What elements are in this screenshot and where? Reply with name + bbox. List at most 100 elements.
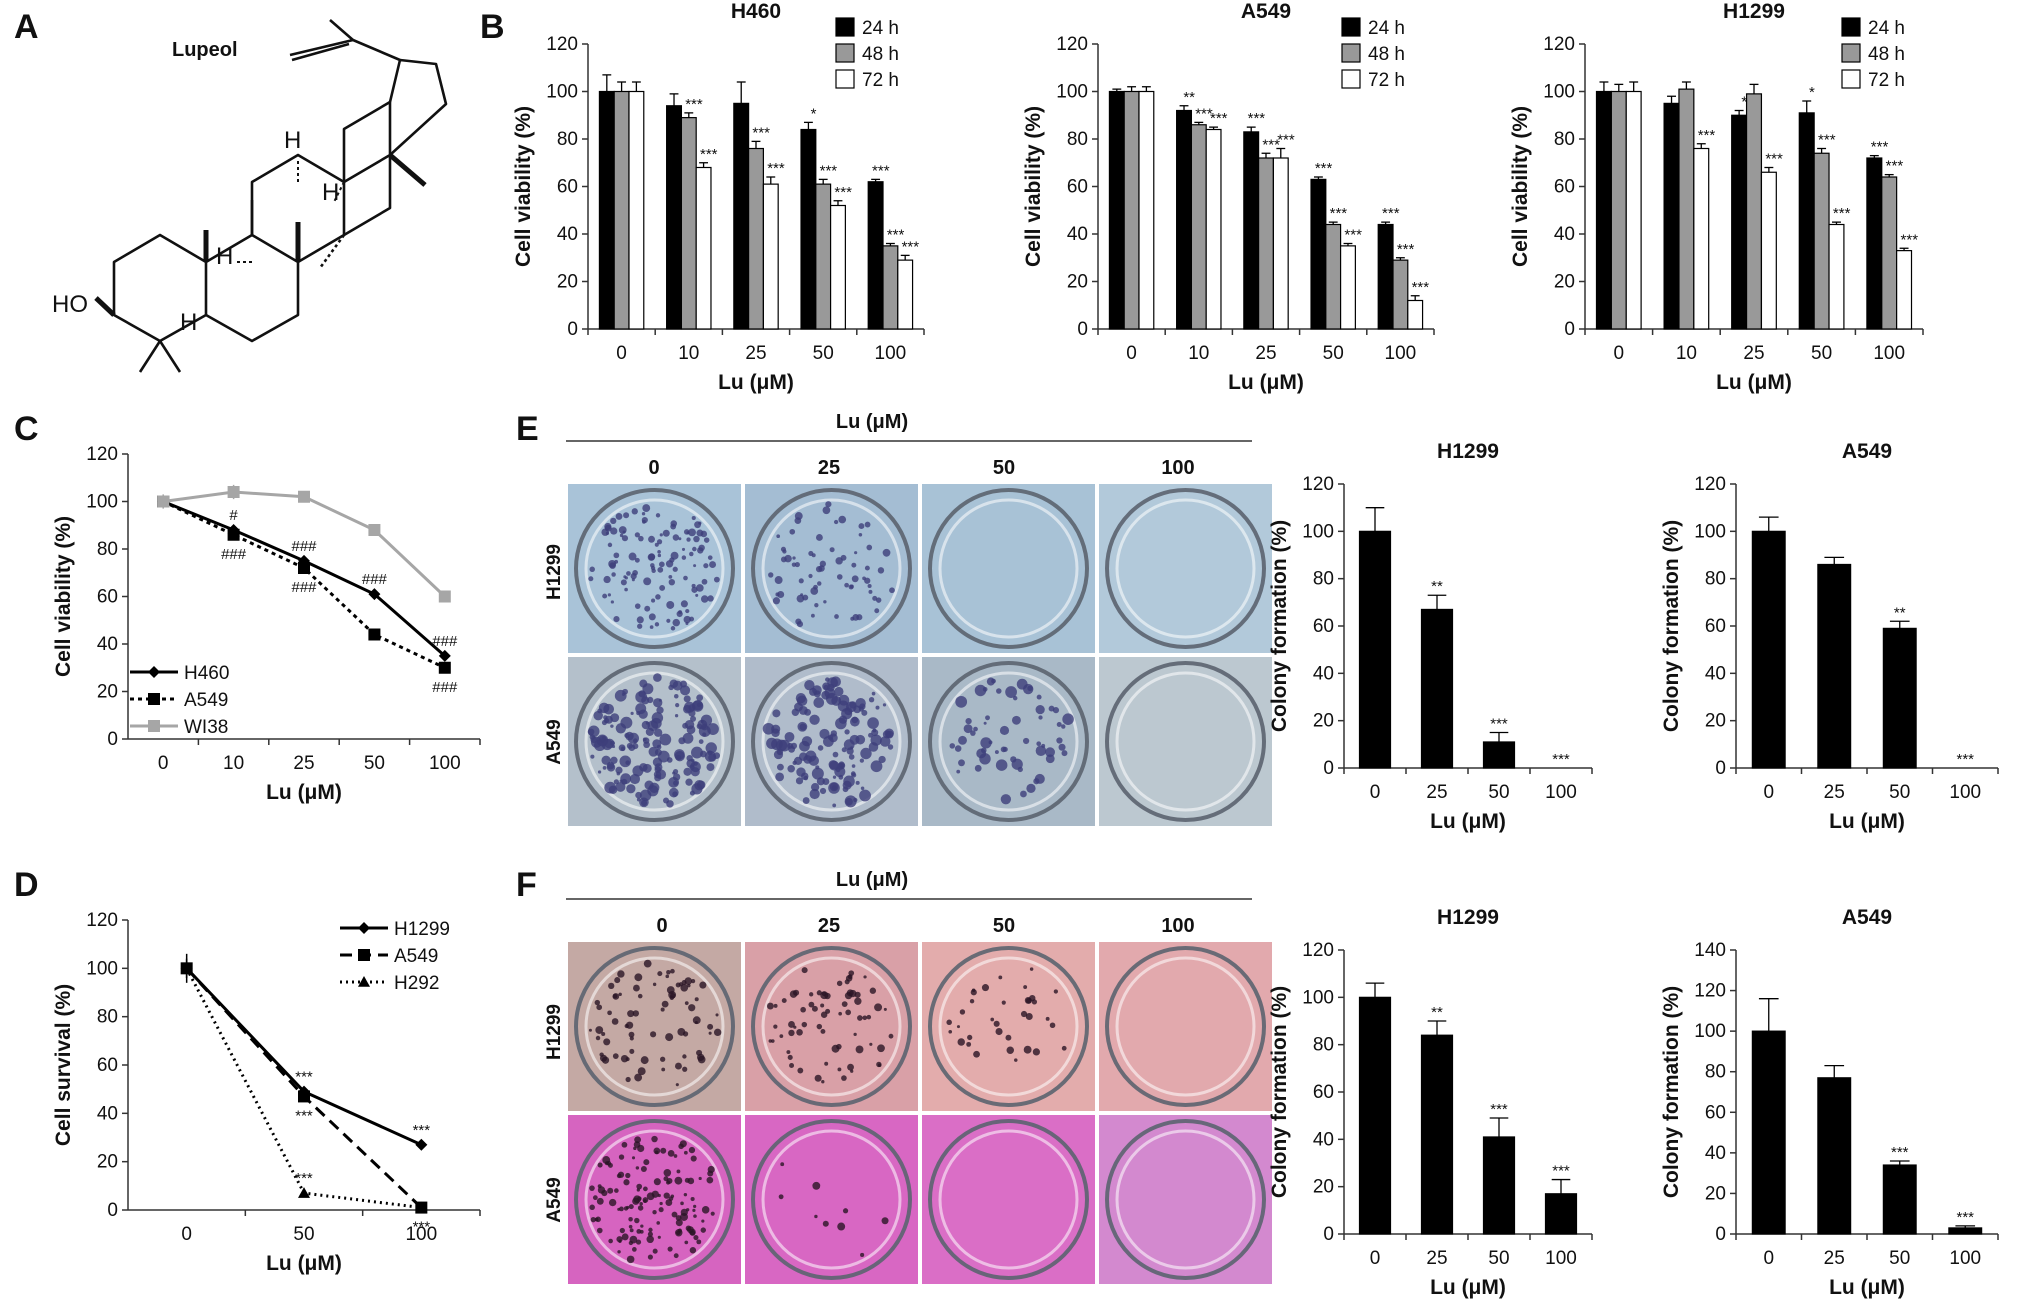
- x-tick-label: 10: [1676, 343, 1697, 364]
- colony-dot: [801, 736, 813, 747]
- colony-dot: [863, 975, 867, 979]
- colony-dot: [692, 1208, 696, 1212]
- y-tick-label: 40: [1554, 224, 1575, 245]
- culture-dish-photo: [1099, 484, 1272, 653]
- colony-dot: [954, 745, 962, 752]
- colony-dot: [635, 791, 642, 799]
- colony-dot: [626, 742, 633, 749]
- colony-dot: [596, 1197, 604, 1205]
- colony-dot: [663, 1168, 672, 1177]
- colony-dot: [655, 513, 661, 518]
- bar: [628, 90, 645, 330]
- data-point: [148, 720, 160, 732]
- colony-dot: [662, 529, 670, 537]
- culture-dish-photo: [745, 942, 918, 1111]
- colony-dot: [601, 528, 609, 536]
- y-tick-label: 100: [546, 82, 578, 103]
- legend-swatch: [1841, 17, 1861, 37]
- colony-dot: [847, 1063, 854, 1071]
- panel-e-dose-25: 25: [818, 457, 840, 479]
- panel-f-row-h1299: H1299: [544, 1004, 565, 1060]
- colony-dot: [835, 557, 843, 565]
- legend-label: 72 h: [1368, 70, 1405, 91]
- y-tick-label: 0: [1323, 758, 1334, 779]
- colony-dot: [793, 1025, 797, 1029]
- colony-dot: [594, 999, 601, 1006]
- colony-dot: [1032, 1048, 1041, 1056]
- data-point: [180, 962, 193, 974]
- bar: [1420, 1034, 1454, 1235]
- data-point: [438, 649, 451, 662]
- colony-dot: [958, 735, 967, 745]
- y-tick-label: 80: [1705, 569, 1726, 590]
- y-tick-label: 80: [97, 1007, 118, 1028]
- colony-dot: [665, 1033, 674, 1042]
- colony-dot: [859, 758, 865, 763]
- colony-dot: [700, 750, 707, 758]
- colony-dot: [853, 1032, 857, 1037]
- dish-rim: [1105, 488, 1266, 649]
- significance-mark: ***: [685, 96, 703, 113]
- colony-dot: [654, 766, 662, 773]
- colony-dot: [658, 561, 665, 568]
- data-point: [148, 666, 160, 678]
- bar: [1751, 530, 1786, 769]
- y-tick-label: 120: [1302, 940, 1334, 961]
- dish-inner-rim: [1115, 498, 1256, 639]
- colony-dot: [696, 529, 704, 537]
- colony-dot: [638, 535, 644, 542]
- panel-e-dose-100: 100: [1161, 457, 1194, 479]
- y-tick-label: 120: [1694, 474, 1726, 495]
- colony-dot: [624, 587, 628, 592]
- colony-dot: [608, 982, 615, 990]
- colony-dot: [629, 1036, 634, 1041]
- colony-dot: [770, 1039, 775, 1043]
- significance-mark: ***: [820, 162, 838, 179]
- colony-dot: [834, 686, 844, 697]
- colony-dot: [861, 709, 868, 716]
- x-tick-label: 100: [1949, 1248, 1981, 1269]
- dish-inner-rim: [761, 671, 902, 812]
- colony-dot: [995, 759, 1008, 771]
- colony-dot: [682, 732, 694, 744]
- colony-dot: [872, 595, 878, 601]
- colony-dot: [851, 772, 857, 778]
- legend-label: H460: [184, 663, 229, 684]
- bar: [1258, 157, 1274, 330]
- colony-dot: [707, 1165, 715, 1174]
- colony-dot: [690, 767, 700, 777]
- chart-title: H1299: [1437, 906, 1499, 929]
- colony-dot: [889, 587, 895, 594]
- x-tick-label: 25: [1824, 782, 1845, 803]
- colony-dot: [633, 984, 640, 992]
- colony-dot: [628, 1216, 633, 1222]
- legend-label: 24 h: [1368, 18, 1405, 39]
- significance-mark: ***: [1210, 110, 1228, 127]
- colony-dot: [841, 1075, 847, 1081]
- y-tick-label: 80: [1313, 569, 1334, 590]
- colony-dot: [631, 1247, 637, 1252]
- y-tick-label: 20: [1313, 711, 1334, 732]
- colony-dot: [639, 1202, 643, 1206]
- colony-dot: [650, 1031, 657, 1038]
- legend-swatch: [1341, 17, 1361, 37]
- legend-label: WI38: [184, 717, 228, 738]
- colony-dot: [780, 556, 787, 563]
- x-tick-label: 50: [1488, 782, 1509, 803]
- y-tick-label: 60: [1313, 616, 1334, 637]
- x-tick-label: 100: [429, 753, 461, 774]
- colony-dot: [634, 532, 640, 538]
- colony-dot: [693, 1234, 699, 1241]
- colony-dot: [814, 603, 819, 608]
- bar: [1745, 93, 1763, 330]
- colony-dot: [684, 1001, 689, 1006]
- colony-dot: [657, 566, 664, 573]
- colony-dot: [778, 1194, 784, 1200]
- colony-dot: [959, 1009, 966, 1015]
- colony-dot: [693, 535, 700, 543]
- colony-dot: [656, 706, 664, 714]
- colony-dot: [610, 600, 614, 604]
- x-axis-label: Lu (μM): [1430, 1276, 1506, 1299]
